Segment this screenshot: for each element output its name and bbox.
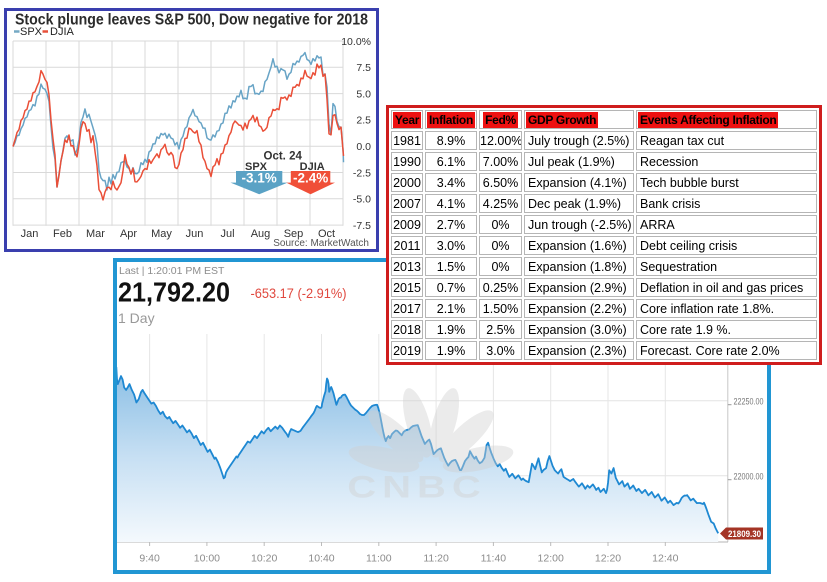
svg-text:Jul: Jul: [220, 228, 234, 240]
svg-text:1 Day: 1 Day: [118, 310, 155, 326]
svg-text:DJIA: DJIA: [50, 26, 75, 38]
svg-text:SPX: SPX: [245, 161, 268, 173]
svg-text:Last | 1:20:01 PM EST: Last | 1:20:01 PM EST: [119, 265, 225, 277]
svg-text:DJIA: DJIA: [300, 161, 325, 173]
svg-text:Oct: Oct: [318, 228, 335, 240]
svg-text:Stock plunge leaves S&P 500, D: Stock plunge leaves S&P 500, Dow negativ…: [15, 12, 368, 29]
svg-text:12:20: 12:20: [595, 553, 621, 565]
svg-text:0.0: 0.0: [356, 141, 371, 153]
svg-text:Oct. 24: Oct. 24: [264, 151, 303, 163]
svg-text:12:00: 12:00: [538, 553, 564, 565]
svg-text:11:40: 11:40: [481, 553, 507, 565]
svg-text:10:20: 10:20: [251, 553, 277, 565]
svg-text:21809.30: 21809.30: [728, 529, 761, 539]
svg-text:10:40: 10:40: [308, 553, 334, 565]
svg-text:Mar: Mar: [86, 228, 105, 240]
svg-text:-5.0: -5.0: [353, 194, 371, 206]
svg-text:11:00: 11:00: [366, 553, 392, 565]
svg-text:-653.17 (-2.91%): -653.17 (-2.91%): [251, 286, 347, 301]
svg-text:-2.5: -2.5: [353, 167, 371, 179]
svg-text:Source: MarketWatch: Source: MarketWatch: [273, 238, 369, 249]
svg-text:-3.1%: -3.1%: [242, 171, 277, 186]
svg-text:22250.00: 22250.00: [734, 397, 764, 408]
svg-text:Jan: Jan: [21, 228, 39, 240]
svg-text:May: May: [151, 228, 172, 240]
svg-text:Jun: Jun: [186, 228, 204, 240]
svg-text:21,792.20: 21,792.20: [118, 277, 230, 308]
svg-text:Apr: Apr: [120, 228, 137, 240]
svg-text:-2.4%: -2.4%: [293, 171, 328, 186]
svg-text:11:20: 11:20: [423, 553, 449, 565]
svg-text:Aug: Aug: [251, 228, 271, 240]
svg-text:Feb: Feb: [53, 228, 72, 240]
svg-text:12:40: 12:40: [652, 553, 678, 565]
svg-text:9:40: 9:40: [139, 553, 160, 565]
svg-text:5.0: 5.0: [356, 88, 371, 100]
svg-text:10.0%: 10.0%: [341, 36, 371, 48]
svg-text:SPX: SPX: [20, 26, 43, 38]
svg-text:7.5: 7.5: [356, 62, 371, 74]
svg-text:-7.5: -7.5: [353, 220, 371, 232]
svg-text:22000.00: 22000.00: [734, 472, 764, 483]
svg-text:2.5: 2.5: [356, 115, 371, 127]
svg-text:CNBC: CNBC: [347, 470, 487, 505]
svg-text:Sep: Sep: [284, 228, 304, 240]
svg-text:10:00: 10:00: [194, 553, 220, 565]
